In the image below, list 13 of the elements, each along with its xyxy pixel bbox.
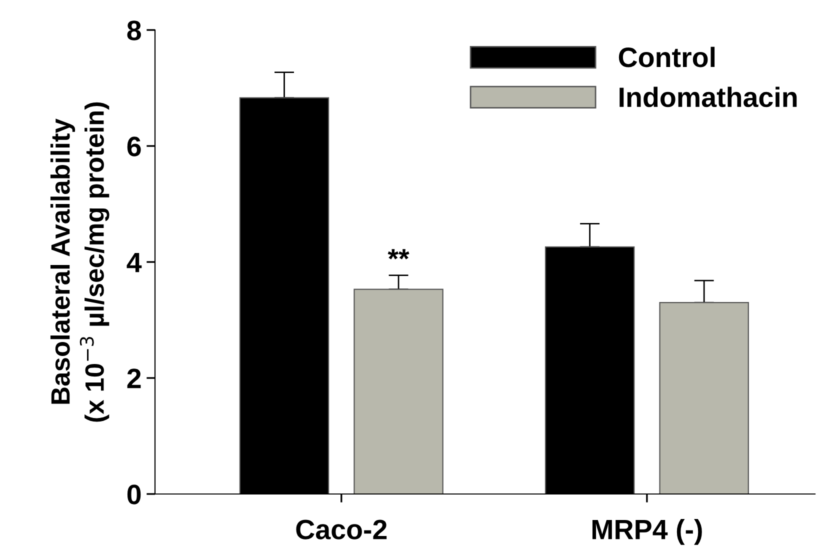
y-tick-label: 2 [127,368,141,388]
y-tick-label: 4 [126,252,142,272]
y-tick-label: 6 [127,136,141,156]
annotation: ** [388,249,410,260]
legend-label: Control [618,46,715,68]
bar [659,302,749,494]
y-tick-label: 8 [127,20,141,40]
x-tick-label: Caco-2 [296,520,387,540]
x-tick-label: MRP4 (-) [592,519,702,545]
bar [354,288,444,494]
y-axis-title: Basolateral Availability (x 10$^{−3}$ µl/sec/mg protein) [50,102,110,422]
legend-label: Indomathacin [620,86,797,108]
y-tick-label: 0 [127,484,141,504]
